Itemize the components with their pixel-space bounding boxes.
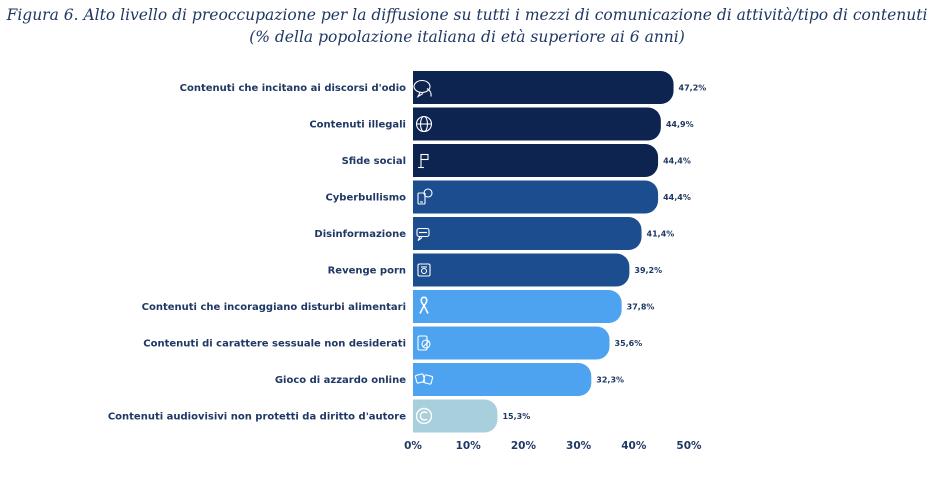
fake-news-icon: [416, 227, 430, 241]
bar: [413, 217, 642, 250]
category-label: Contenuti audiovisivi non protetti da di…: [108, 412, 406, 423]
unwanted-sexual-content-icon: [417, 335, 431, 351]
category-label: Disinformazione: [314, 229, 406, 240]
value-label: 44,4%: [663, 157, 691, 166]
x-axis: 0% 10% 20% 30% 40% 50%: [404, 440, 702, 452]
value-label: 47,2%: [679, 84, 707, 93]
bar: [413, 144, 659, 177]
bar: [413, 399, 498, 433]
value-label: 37,8%: [627, 303, 655, 312]
value-label: 35,6%: [615, 339, 643, 348]
bar: [413, 107, 661, 141]
bar: [413, 326, 610, 360]
bar-row: Contenuti di carattere sessuale non desi…: [143, 326, 643, 360]
value-label: 44,4%: [663, 193, 691, 202]
chart-title-line1: Figura 6. Alto livello di preoccupazione…: [6, 6, 928, 24]
chart-title: Figura 6. Alto livello di preoccupazione…: [0, 4, 934, 48]
x-tick-label: 0%: [404, 440, 422, 452]
bar: [413, 253, 630, 287]
category-label: Contenuti che incoraggiano disturbi alim…: [142, 302, 406, 313]
x-tick-label: 40%: [621, 440, 647, 452]
chart-title-line2: (% della popolazione italiana di età sup…: [249, 28, 685, 46]
category-label: Contenuti che incitano ai discorsi d'odi…: [180, 83, 406, 94]
bar-row: Gioco di azzardo online 32,3%: [275, 363, 624, 396]
bar: [413, 290, 622, 323]
category-label: Contenuti illegali: [309, 120, 406, 131]
value-label: 41,4%: [647, 230, 675, 239]
bar: [413, 180, 659, 214]
x-tick-label: 30%: [566, 440, 592, 452]
category-label: Gioco di azzardo online: [275, 375, 406, 386]
revenge-porn-icon: [417, 263, 431, 277]
bar-row: Cyberbullismo 44,4%: [325, 180, 691, 214]
x-tick-label: 50%: [676, 440, 702, 452]
bar-row: Contenuti illegali 44,9%: [309, 107, 694, 141]
bar-row: Contenuti audiovisivi non protetti da di…: [108, 399, 530, 433]
cyberbullying-icon: [417, 188, 433, 205]
bar-row: Contenuti che incoraggiano disturbi alim…: [142, 290, 655, 323]
gambling-icon: [414, 373, 434, 385]
bar-row: Disinformazione 41,4%: [314, 217, 674, 250]
bar-row: Sfide social 44,4%: [342, 144, 691, 177]
illegal-content-icon: [415, 115, 433, 133]
value-label: 39,2%: [634, 266, 662, 275]
social-challenge-icon: [418, 153, 429, 169]
category-label: Contenuti di carattere sessuale non desi…: [143, 339, 406, 350]
bar: [413, 363, 592, 396]
bars-layer: Contenuti che incitano ai discorsi d'odi…: [108, 71, 706, 433]
value-label: 15,3%: [502, 412, 530, 421]
hate-speech-icon: [413, 79, 432, 98]
x-tick-label: 20%: [511, 440, 537, 452]
bar-row: Contenuti che incitano ai discorsi d'odi…: [180, 71, 707, 104]
bar: [413, 71, 674, 104]
value-label: 32,3%: [596, 376, 624, 385]
value-label: 44,9%: [666, 120, 694, 129]
category-label: Cyberbullismo: [325, 193, 406, 204]
x-tick-label: 10%: [456, 440, 482, 452]
category-label: Revenge porn: [328, 266, 406, 277]
copyright-icon: [415, 407, 433, 425]
bar-row: Revenge porn 39,2%: [328, 253, 662, 287]
eating-disorder-ribbon-icon: [419, 296, 429, 314]
category-label: Sfide social: [342, 156, 406, 167]
